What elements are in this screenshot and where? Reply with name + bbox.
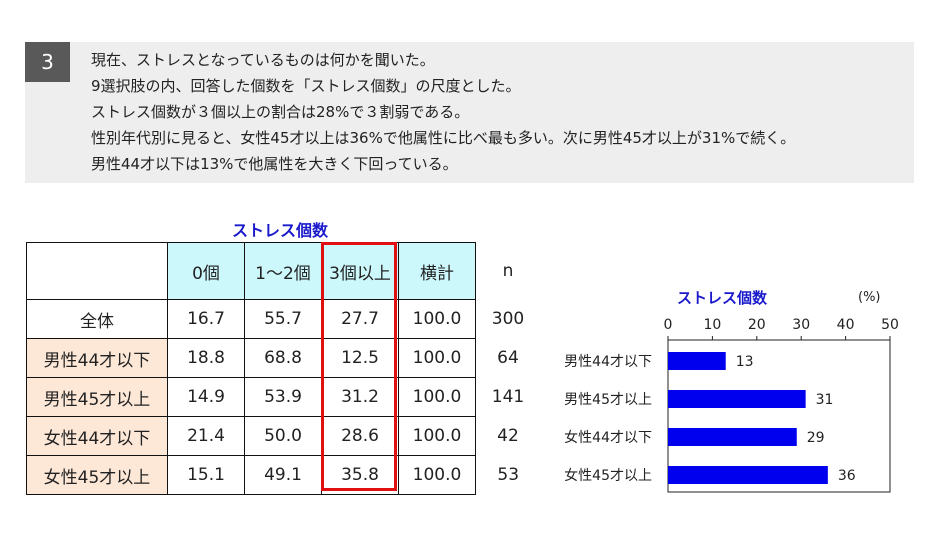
data-label: 13 bbox=[736, 354, 754, 370]
column-header: 横計 bbox=[398, 242, 476, 300]
table-cell: 55.7 bbox=[244, 299, 322, 339]
column-header: 0個 bbox=[167, 242, 245, 300]
column-header: 3個以上 bbox=[321, 242, 399, 300]
bar bbox=[668, 390, 806, 408]
table-title: ストレス個数 bbox=[232, 221, 329, 240]
stress-bar-chart: 0 10 20 30 40 50 男性44才以下 13 男性45才以上 31 女性44才以下 29 女性… bbox=[564, 317, 899, 493]
table-cell: 50.0 bbox=[244, 416, 322, 456]
row-label: 全体 bbox=[26, 299, 168, 339]
summary-text: 現在、ストレスとなっているものは何かを聞いた。 9選択肢の内、回答した個数を「ス… bbox=[91, 47, 795, 177]
table-cell: 68.8 bbox=[244, 338, 322, 378]
table-cell: 100.0 bbox=[398, 377, 476, 417]
row-label: 男性45才以上 bbox=[26, 377, 168, 417]
table-cell: 15.1 bbox=[167, 455, 245, 495]
table-row: 女性45才以上 15.1 49.1 35.8 100.0 53 bbox=[26, 455, 541, 495]
row-label: 女性44才以下 bbox=[26, 416, 168, 456]
x-tick-label: 10 bbox=[703, 317, 721, 333]
summary-line: ストレス個数が３個以上の割合は28%で３割弱である。 bbox=[91, 103, 470, 121]
table-header-row: 0個 1～2個 3個以上 横計 n bbox=[26, 242, 541, 300]
summary-line: 男性44才以下は13%で他属性を大きく下回っている。 bbox=[91, 155, 458, 173]
data-label: 31 bbox=[816, 392, 834, 408]
table-cell: 12.5 bbox=[321, 338, 399, 378]
stress-count-table: 0個 1～2個 3個以上 横計 n 全体 16.7 55.7 27.7 100.… bbox=[26, 242, 541, 495]
section-number-badge: 3 bbox=[25, 42, 70, 82]
table-cell: 49.1 bbox=[244, 455, 322, 495]
row-label: 女性45才以上 bbox=[26, 455, 168, 495]
table-cell: 100.0 bbox=[398, 416, 476, 456]
table-cell: 100.0 bbox=[398, 338, 476, 378]
summary-line: 9選択肢の内、回答した個数を「ストレス個数」の尺度とした。 bbox=[91, 77, 521, 95]
table-cell: 16.7 bbox=[167, 299, 245, 339]
summary-line: 性別年代別に見ると、女性45才以上は36%で他属性に比べ最も多い。次に男性45才… bbox=[91, 129, 796, 147]
data-label: 36 bbox=[838, 468, 856, 484]
column-header-n: n bbox=[502, 261, 514, 281]
table-cell: 100.0 bbox=[398, 299, 476, 339]
data-label: 29 bbox=[807, 430, 825, 446]
table-cell-n: 64 bbox=[497, 348, 519, 368]
table-cell: 18.8 bbox=[167, 338, 245, 378]
table-cell: 14.9 bbox=[167, 377, 245, 417]
table-cell: 21.4 bbox=[167, 416, 245, 456]
x-tick-label: 50 bbox=[881, 317, 899, 333]
table-cell-n: 300 bbox=[491, 309, 525, 329]
table-cell-n: 42 bbox=[497, 426, 519, 446]
table-cell: 53.9 bbox=[244, 377, 322, 417]
x-tick-label: 20 bbox=[748, 317, 766, 333]
table-row: 全体 16.7 55.7 27.7 100.0 300 bbox=[26, 299, 541, 339]
chart-unit: (%) bbox=[858, 290, 881, 305]
table-row: 女性44才以下 21.4 50.0 28.6 100.0 42 bbox=[26, 416, 541, 456]
category-label: 女性45才以上 bbox=[564, 467, 652, 484]
x-tick-label: 40 bbox=[837, 317, 855, 333]
bar bbox=[668, 352, 726, 370]
table-cell-n: 141 bbox=[491, 387, 525, 407]
bar bbox=[668, 466, 828, 484]
table-row: 男性45才以上 14.9 53.9 31.2 100.0 141 bbox=[26, 377, 541, 417]
column-header: 1～2個 bbox=[244, 242, 322, 300]
table-cell: 27.7 bbox=[321, 299, 399, 339]
table-corner-cell bbox=[26, 242, 168, 300]
chart-title: ストレス個数 bbox=[677, 289, 768, 307]
table-cell: 35.8 bbox=[321, 455, 399, 495]
summary-line: 現在、ストレスとなっているものは何かを聞いた。 bbox=[91, 51, 435, 69]
x-tick-label: 0 bbox=[664, 317, 673, 333]
summary-panel: 3 現在、ストレスとなっているものは何かを聞いた。 9選択肢の内、回答した個数を… bbox=[25, 42, 914, 183]
table-cell-n: 53 bbox=[497, 465, 520, 485]
table-cell: 28.6 bbox=[321, 416, 399, 456]
row-label: 男性44才以下 bbox=[26, 338, 168, 378]
category-label: 女性44才以下 bbox=[564, 429, 652, 446]
category-label: 男性45才以上 bbox=[564, 392, 652, 408]
table-cell: 31.2 bbox=[321, 377, 399, 417]
x-tick-label: 30 bbox=[792, 317, 810, 333]
category-label: 男性44才以下 bbox=[564, 354, 652, 370]
table-row: 男性44才以下 18.8 68.8 12.5 100.0 64 bbox=[26, 338, 541, 378]
bar bbox=[668, 428, 797, 446]
table-cell: 100.0 bbox=[398, 455, 476, 495]
